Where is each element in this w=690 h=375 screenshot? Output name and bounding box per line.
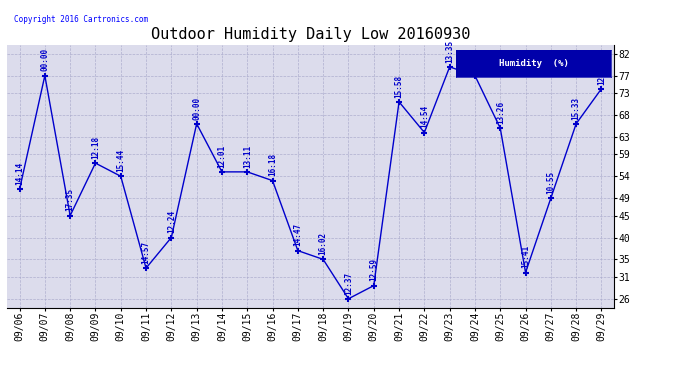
Text: 13:35: 13:35	[445, 40, 454, 63]
Text: 12:18: 12:18	[91, 136, 100, 159]
Text: 15:33: 15:33	[571, 96, 581, 120]
Text: 11:38: 11:38	[471, 48, 480, 72]
Text: 12:24: 12:24	[167, 210, 176, 233]
Text: 16:02: 16:02	[319, 232, 328, 255]
Text: 00:00: 00:00	[40, 48, 50, 72]
Text: 17:35: 17:35	[66, 188, 75, 211]
Text: 12:37: 12:37	[344, 272, 353, 295]
Text: 15:58: 15:58	[395, 75, 404, 98]
Text: 14:14: 14:14	[15, 162, 24, 185]
Text: 14:54: 14:54	[420, 105, 429, 128]
Text: 15:44: 15:44	[116, 149, 126, 172]
Text: 12:59: 12:59	[369, 258, 378, 282]
Text: 16:18: 16:18	[268, 153, 277, 177]
Text: 12:00: 12:00	[597, 62, 606, 85]
Text: 12:01: 12:01	[217, 145, 226, 168]
Text: 10:55: 10:55	[546, 171, 555, 194]
Text: 13:11: 13:11	[243, 145, 252, 168]
Text: 13:26: 13:26	[495, 101, 505, 124]
Text: Copyright 2016 Cartronics.com: Copyright 2016 Cartronics.com	[14, 15, 148, 24]
Text: 15:41: 15:41	[521, 245, 530, 268]
Text: 14:57: 14:57	[141, 241, 150, 264]
Title: Outdoor Humidity Daily Low 20160930: Outdoor Humidity Daily Low 20160930	[151, 27, 470, 42]
Text: 00:00: 00:00	[192, 96, 201, 120]
Text: 14:47: 14:47	[293, 224, 302, 246]
